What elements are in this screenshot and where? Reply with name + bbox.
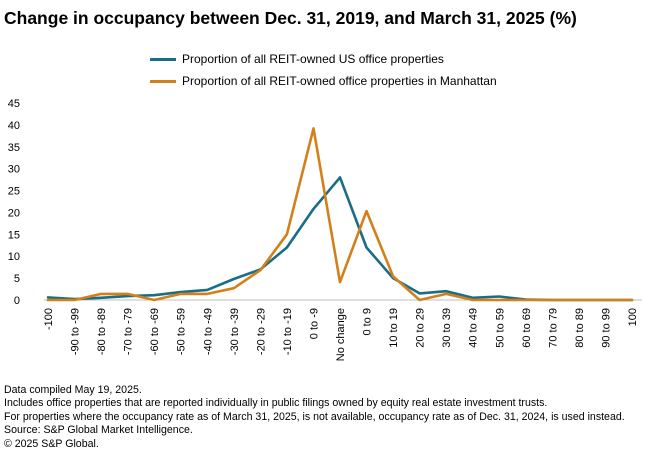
x-tick-label: 0 to -9	[308, 308, 320, 339]
legend-label-manhattan: Proportion of all REIT-owned office prop…	[182, 74, 497, 88]
y-tick-label: 40	[8, 120, 20, 132]
x-tick-label: 50 to 59	[494, 308, 506, 348]
y-tick-label: 10	[8, 251, 20, 263]
y-tick-label: 15	[8, 229, 20, 241]
x-tick-label: -70 to -79	[123, 308, 135, 355]
legend-item-manhattan: Proportion of all REIT-owned office prop…	[150, 70, 497, 92]
y-tick-label: 45	[8, 98, 20, 110]
legend-swatch-us	[150, 57, 176, 61]
y-tick-label: 35	[8, 142, 20, 154]
y-tick-label: 25	[8, 186, 20, 198]
note-occupancy: For properties where the occupancy rate …	[4, 410, 625, 423]
x-tick-label: -90 to -99	[70, 308, 82, 355]
note-source: Source: S&P Global Market Intelligence.	[4, 424, 193, 437]
x-tick-label: No change	[335, 308, 347, 361]
x-tick-label: -80 to -89	[96, 308, 108, 355]
x-tick-label: -10 to -19	[282, 308, 294, 355]
x-tick-label: 60 to 69	[521, 308, 533, 348]
x-tick-label: -60 to -69	[149, 308, 161, 355]
line-chart: 0 5 10 15 20 25 30 35 40 45 -100 -90 to -99 -80 to -…	[8, 98, 642, 361]
chart-legend: Proportion of all REIT-owned US office p…	[150, 48, 497, 92]
legend-item-us: Proportion of all REIT-owned US office p…	[150, 48, 497, 70]
x-tick-label: -100	[43, 308, 55, 330]
series-line-manhattan	[46, 127, 634, 302]
x-tick-label: 70 to 79	[547, 308, 559, 348]
x-tick-label: -40 to -49	[202, 308, 214, 355]
x-tick-label: 80 to 89	[574, 308, 586, 348]
x-tick-label: 30 to 39	[441, 308, 453, 348]
x-tick-label: 10 to 19	[388, 308, 400, 348]
x-tick-label: 100	[627, 308, 639, 326]
x-tick-label: -50 to -59	[176, 308, 188, 355]
note-copyright: © 2025 S&P Global.	[4, 437, 99, 450]
y-tick-label: 5	[14, 273, 20, 285]
chart-title: Change in occupancy between Dec. 31, 201…	[4, 8, 577, 28]
y-tick-label: 20	[8, 207, 20, 219]
x-tick-label: 90 to 99	[600, 308, 612, 348]
footnotes: Data compiled May 19, 2025. Includes off…	[4, 384, 625, 451]
x-tick-label: -20 to -29	[255, 308, 267, 355]
legend-swatch-manhattan	[150, 79, 176, 83]
note-includes: Includes office properties that are repo…	[4, 397, 548, 410]
y-tick-label: 0	[14, 295, 20, 307]
note-compiled: Data compiled May 19, 2025.	[4, 384, 142, 396]
y-tick-label: 30	[8, 164, 20, 176]
x-tick-label: 20 to 29	[415, 308, 427, 348]
x-tick-label: 0 to 9	[362, 308, 374, 336]
legend-label-us: Proportion of all REIT-owned US office p…	[182, 52, 444, 66]
x-tick-label: 40 to 49	[468, 308, 480, 348]
x-tick-label: -30 to -39	[229, 308, 241, 355]
